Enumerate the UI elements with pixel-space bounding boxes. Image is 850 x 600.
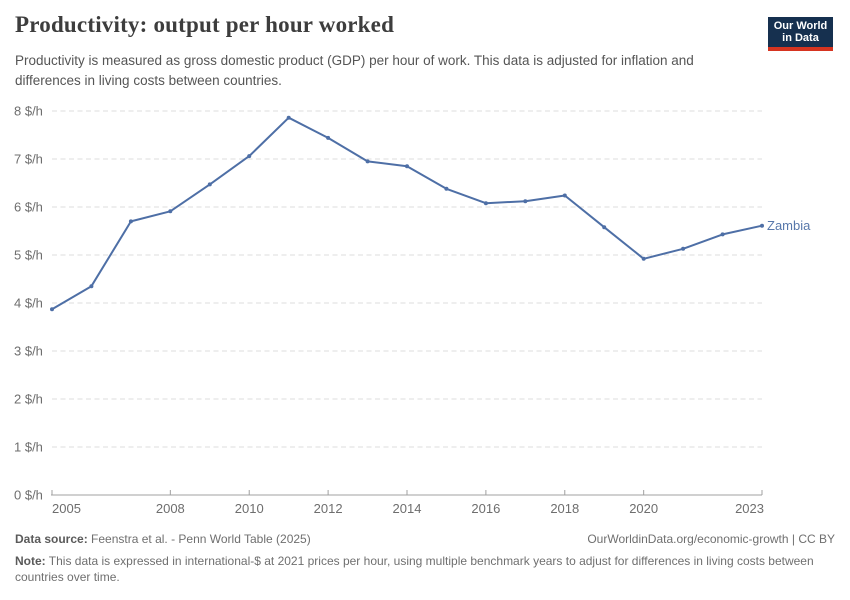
data-point	[483, 201, 488, 206]
owid-logo-line1: Our World	[773, 19, 828, 32]
page-title: Productivity: output per hour worked	[15, 12, 395, 37]
x-axis-label: 2008	[156, 501, 185, 516]
x-axis-label: 2016	[471, 501, 500, 516]
owid-logo[interactable]: Our World in Data	[768, 17, 833, 51]
note-text: This data is expressed in international-…	[15, 554, 814, 584]
data-point	[602, 225, 607, 230]
owid-logo-box: Our World in Data	[768, 17, 833, 47]
data-point	[326, 135, 331, 140]
x-axis-label: 2014	[393, 501, 422, 516]
chart-subtitle: Productivity is measured as gross domest…	[15, 53, 694, 88]
x-axis-label: 2005	[52, 501, 81, 516]
data-source-label: Data source:	[15, 532, 88, 546]
data-line	[51, 116, 763, 311]
data-point	[247, 154, 252, 159]
data-point	[207, 182, 212, 187]
data-point	[720, 232, 725, 237]
y-axis-label: 1 $/h	[14, 440, 43, 455]
x-axis-label: 2010	[235, 501, 264, 516]
data-point	[89, 284, 94, 289]
data-source-text[interactable]: Feenstra et al. - Penn World Table (2025…	[91, 532, 311, 546]
x-axis-label: 2023	[735, 501, 764, 516]
data-point	[641, 256, 646, 261]
owid-logo-accent-bar	[768, 47, 833, 51]
y-axis-label: 2 $/h	[14, 392, 43, 407]
y-axis-label: 8 $/h	[14, 104, 43, 119]
data-point	[286, 115, 291, 120]
data-point	[405, 164, 409, 169]
x-axis-label: 2012	[314, 501, 343, 516]
y-axis-label: 3 $/h	[14, 344, 43, 359]
entity-label[interactable]: Zambia	[767, 218, 811, 233]
data-point	[760, 223, 764, 228]
data-point	[444, 186, 449, 191]
y-axis-label: 5 $/h	[14, 248, 43, 263]
data-point	[365, 159, 370, 164]
y-axis-label: 7 $/h	[14, 152, 43, 167]
data-point	[128, 219, 133, 224]
y-axis-label: 6 $/h	[14, 200, 43, 215]
line-chart: 0 $/h 1 $/h 2 $/h 3 $/h 4 $/h 5 $/h 6 $/h 7 $/h…	[14, 104, 811, 517]
owid-url-link[interactable]: OurWorldinData.org/economic-growth | CC …	[587, 532, 835, 546]
data-point	[562, 193, 567, 198]
data-point	[681, 246, 686, 251]
data-source-line: Data source: Feenstra et al. - Penn Worl…	[15, 531, 311, 547]
x-axis-label: 2020	[629, 501, 658, 516]
chart-footer: Data source: Feenstra et al. - Penn Worl…	[15, 531, 835, 585]
note-line: Note: This data is expressed in internat…	[15, 553, 835, 585]
note-label: Note:	[15, 554, 46, 568]
owid-logo-line2: in Data	[782, 32, 819, 44]
data-point	[50, 307, 54, 312]
y-axis-label: 0 $/h	[14, 488, 43, 503]
data-point	[523, 199, 528, 204]
data-point	[168, 209, 173, 214]
x-axis-label: 2018	[550, 501, 579, 516]
y-axis-label: 4 $/h	[14, 296, 43, 311]
